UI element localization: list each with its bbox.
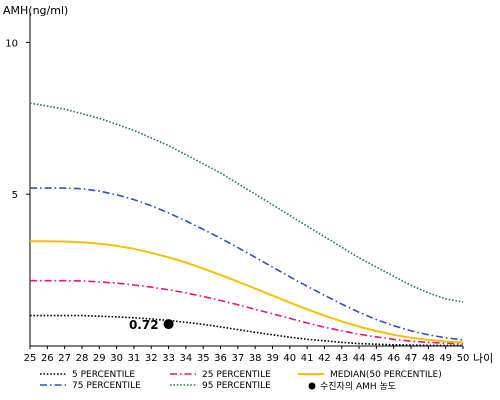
- series-layer: [29, 102, 464, 347]
- x-tick-label: 30: [110, 353, 123, 364]
- legend-item-2: 25 PERCENTILE: [170, 370, 271, 380]
- legend-label: 95 PERCENTILE: [202, 381, 271, 391]
- x-tick-label: 31: [128, 353, 141, 364]
- x-tick-label: 44: [353, 353, 366, 364]
- legend-item-1: 5 PERCENTILE: [40, 370, 135, 380]
- x-tick-label: 26: [41, 353, 54, 364]
- x-tick-label: 49: [439, 353, 452, 364]
- y-axis-title: AMH(ng/ml): [3, 4, 68, 17]
- x-tick-label: 35: [197, 353, 210, 364]
- x-tick-label: 37: [231, 353, 244, 364]
- y-tick-label: 10: [5, 38, 18, 49]
- chart-axes: AMH(ng/ml) 5 10 25 26 27 28 29 30 31 32 33 34 35 36 37 3…: [3, 4, 493, 365]
- legend-label: MEDIAN(50 PERCENTILE): [330, 370, 442, 380]
- marker-layer: 0.72: [129, 318, 174, 332]
- x-tick-label: 41: [301, 353, 314, 364]
- series-line-1: [30, 314, 463, 347]
- x-tick-label: 38: [249, 353, 262, 364]
- x-tick-label: 45: [370, 353, 383, 364]
- series-line-3: [30, 240, 464, 344]
- x-tick-label: 33: [162, 353, 175, 364]
- x-tick-label: 28: [76, 353, 89, 364]
- legend-label: 수진자의 AMH 농도: [320, 381, 396, 392]
- patient-amh-label: 0.72: [129, 318, 159, 332]
- x-tick-label: 48: [422, 353, 435, 364]
- patient-amh-point: [163, 319, 174, 330]
- y-tick-label: 5: [12, 190, 18, 201]
- legend: 5 PERCENTILE 25 PERCENTILE MEDIAN(50 PERCE…: [40, 370, 442, 392]
- x-tick-label: 32: [145, 353, 158, 364]
- legend-item-4: 75 PERCENTILE: [40, 381, 141, 391]
- x-tick-label: 34: [180, 353, 193, 364]
- x-tick-label: 46: [387, 353, 400, 364]
- x-tick-label: 43: [335, 353, 348, 364]
- x-axis-title: 나이: [473, 352, 493, 365]
- x-tick-label: 42: [318, 353, 331, 364]
- x-tick-label: 29: [93, 353, 106, 364]
- legend-label: 75 PERCENTILE: [72, 381, 141, 391]
- series-line-2: [30, 279, 464, 345]
- x-tick-label: 36: [214, 353, 227, 364]
- legend-item-marker: 수진자의 AMH 농도: [308, 381, 396, 392]
- x-tick-label: 40: [283, 353, 296, 364]
- series-line-5: [29, 102, 464, 303]
- x-tick-label: 27: [58, 353, 71, 364]
- x-tick-label: 47: [405, 353, 418, 364]
- legend-label: 5 PERCENTILE: [72, 370, 135, 380]
- legend-item-3: MEDIAN(50 PERCENTILE): [298, 370, 442, 380]
- legend-label: 25 PERCENTILE: [202, 370, 271, 380]
- legend-marker-dot: [308, 382, 316, 390]
- x-tick-label: 25: [24, 353, 37, 364]
- x-tick-label: 39: [266, 353, 279, 364]
- x-tick-label: 50: [457, 353, 470, 364]
- series-line-4: [30, 187, 464, 341]
- legend-item-5: 95 PERCENTILE: [170, 381, 271, 391]
